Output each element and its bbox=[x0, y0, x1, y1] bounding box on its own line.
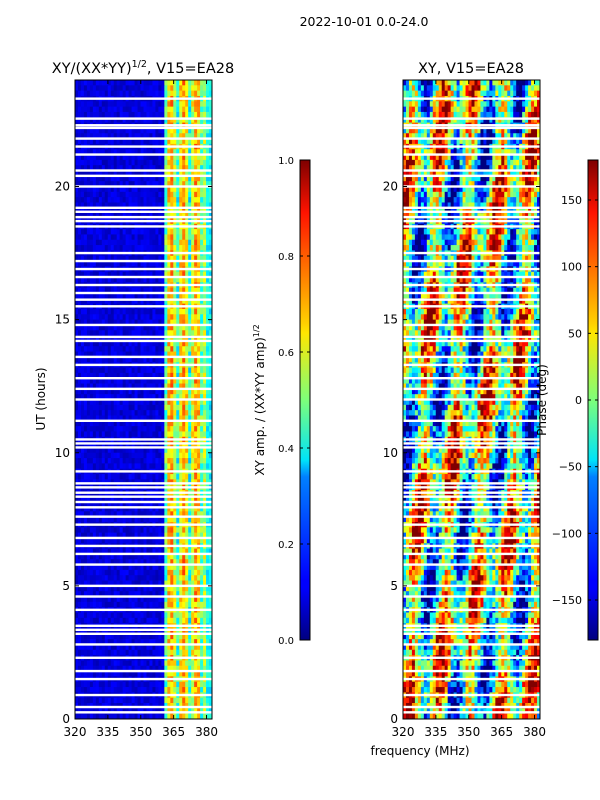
amplitude-x-tick-label: 320 bbox=[64, 725, 87, 739]
phase-colorbar-tick-label: −50 bbox=[559, 461, 582, 474]
amplitude-y-tick-label: 5 bbox=[62, 579, 70, 593]
amplitude-x-tick-label: 350 bbox=[129, 725, 152, 739]
phase-y-axis: 0 5 10 15 20 bbox=[383, 180, 540, 726]
phase-y-tick-label: 10 bbox=[383, 446, 398, 460]
phase-colorbar-tick-label: −150 bbox=[552, 594, 582, 607]
phase-colorbar-tick-label: −100 bbox=[552, 527, 582, 540]
phase-panel-title: XY, V15=EA28 bbox=[418, 61, 524, 77]
phase-x-tick-label: 350 bbox=[457, 725, 480, 739]
amplitude-colorbar: 0.0 0.2 0.4 0.6 0.8 1.0 XY amp. / (XX*YY amp)… bbox=[252, 156, 311, 647]
phase-x-tick-label: 335 bbox=[424, 725, 447, 739]
phase-y-tick-label: 5 bbox=[390, 579, 398, 593]
amplitude-y-axis: 0 5 10 15 20 bbox=[55, 180, 212, 726]
amplitude-colorbar-tick-label: 0.0 bbox=[278, 636, 294, 647]
amplitude-colorbar-label: XY amp. / (XX*YY amp)1/2 bbox=[252, 324, 267, 475]
phase-colorbar: −150 −100 −50 0 50 100 150 Phase (deg) bbox=[535, 159, 599, 641]
phase-x-axis: 320 335 350 365 380 bbox=[392, 80, 546, 739]
amplitude-plot-frame bbox=[74, 79, 213, 720]
amplitude-panel: XY/(XX*YY)1/2, V15=EA28 320 335 350 365 380 … bbox=[34, 59, 234, 739]
phase-x-tick-label: 380 bbox=[523, 725, 546, 739]
amplitude-x-tick-label: 365 bbox=[162, 725, 185, 739]
amplitude-colorbar-tick-label: 0.6 bbox=[278, 348, 294, 359]
amplitude-colorbar-gradient bbox=[299, 159, 311, 641]
amplitude-colorbar-tick-label: 0.4 bbox=[278, 444, 294, 455]
suptitle: 2022-10-01 0.0-24.0 bbox=[300, 14, 429, 29]
phase-colorbar-tick-label: 50 bbox=[568, 327, 582, 340]
amplitude-colorbar-tick-label: 0.2 bbox=[278, 540, 294, 551]
phase-heatmap bbox=[403, 80, 541, 720]
phase-x-axis-label: frequency (MHz) bbox=[370, 744, 469, 758]
phase-x-tick-label: 320 bbox=[392, 725, 415, 739]
amplitude-x-tick-label: 335 bbox=[96, 725, 119, 739]
phase-y-tick-label: 15 bbox=[383, 313, 398, 327]
phase-panel: XY, V15=EA28 320 335 350 365 380 0 5 10 15 20 fr… bbox=[370, 61, 545, 758]
amplitude-y-tick-label: 20 bbox=[55, 180, 70, 194]
phase-colorbar-tick-label: 100 bbox=[561, 261, 582, 274]
amplitude-colorbar-tick-label: 1.0 bbox=[278, 156, 294, 167]
phase-x-tick-label: 365 bbox=[490, 725, 513, 739]
amplitude-panel-title: XY/(XX*YY)1/2, V15=EA28 bbox=[52, 59, 234, 77]
amplitude-y-axis-label: UT (hours) bbox=[34, 367, 48, 430]
phase-plot-frame bbox=[402, 79, 541, 720]
amplitude-x-tick-label: 380 bbox=[195, 725, 218, 739]
phase-y-tick-label: 20 bbox=[383, 180, 398, 194]
amplitude-heatmap bbox=[75, 80, 213, 720]
amplitude-x-axis: 320 335 350 365 380 bbox=[64, 80, 218, 739]
phase-y-tick-label: 0 bbox=[390, 712, 398, 726]
phase-colorbar-tick-label: 150 bbox=[561, 194, 582, 207]
amplitude-colorbar-tick-label: 0.8 bbox=[278, 252, 294, 263]
amplitude-y-tick-label: 15 bbox=[55, 313, 70, 327]
phase-colorbar-label: Phase (deg) bbox=[535, 364, 549, 436]
amplitude-y-tick-label: 0 bbox=[62, 712, 70, 726]
amplitude-y-tick-label: 10 bbox=[55, 446, 70, 460]
phase-colorbar-tick-label: 0 bbox=[575, 394, 582, 407]
